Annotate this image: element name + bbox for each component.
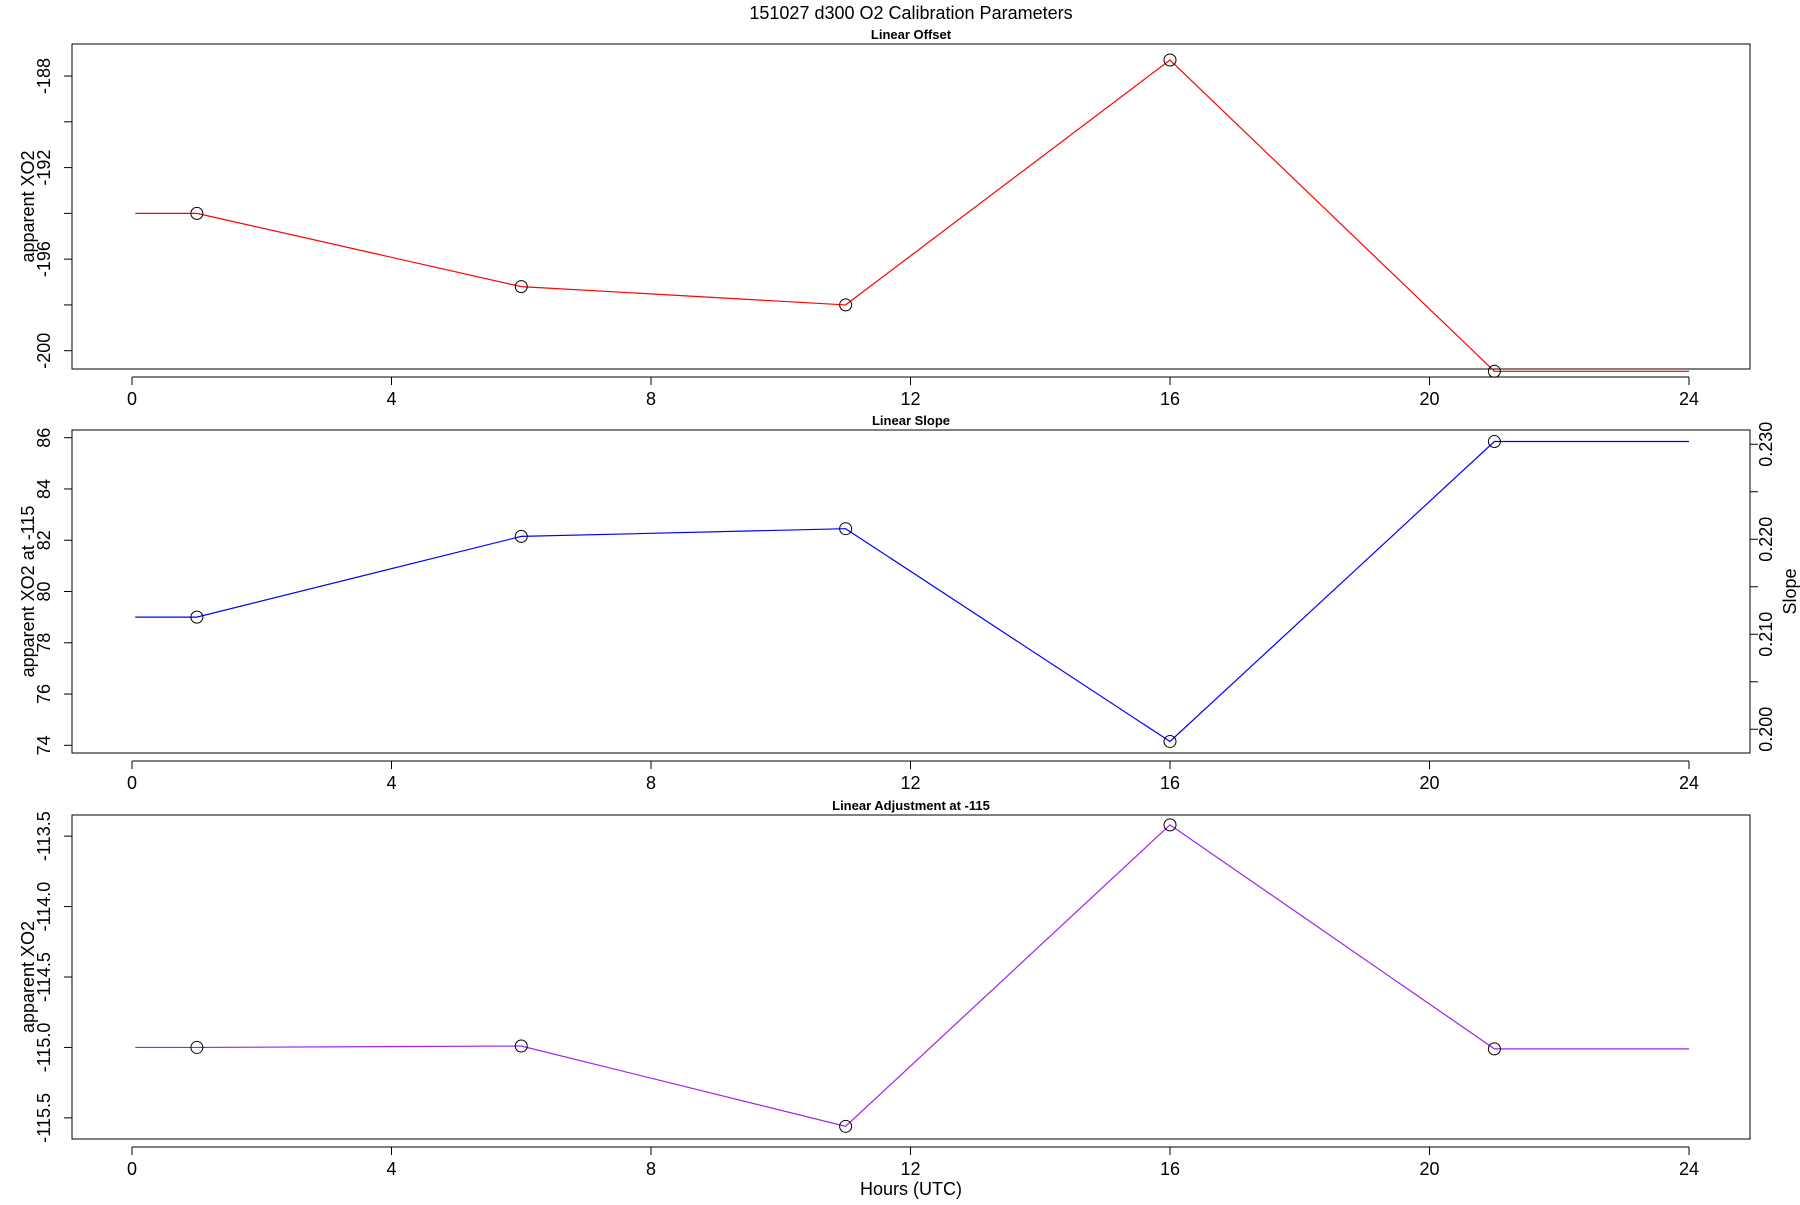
- y-right-axis-title: Slope: [1780, 568, 1800, 614]
- x-tick-label: 0: [127, 389, 137, 409]
- y-tick-label: 74: [34, 735, 54, 755]
- y-tick-label: -188: [34, 58, 54, 94]
- y-tick-label: -115.5: [34, 1093, 54, 1143]
- x-tick-label: 0: [127, 1159, 137, 1179]
- y-tick-label: 82: [34, 530, 54, 550]
- x-tick-label: 12: [900, 1159, 920, 1179]
- y-tick-label: -192: [34, 150, 54, 186]
- plot-frame: [71, 429, 1751, 754]
- data-point: [1163, 734, 1177, 748]
- data-point: [514, 529, 528, 543]
- x-tick-label: 20: [1419, 773, 1439, 793]
- series-line: [135, 824, 1689, 1127]
- y-right-tick-label: 0.200: [1756, 707, 1776, 752]
- y-tick-label: -114.0: [34, 882, 54, 932]
- x-axis-title: Hours (UTC): [860, 1179, 962, 1199]
- plot-frame: [71, 43, 1751, 370]
- x-tick-label: 16: [1160, 1159, 1180, 1179]
- y-tick-label: -200: [34, 333, 54, 369]
- panel-title: Linear Adjustment at -115: [832, 798, 990, 813]
- y-tick-label: 76: [34, 684, 54, 704]
- y-tick-label: 86: [34, 428, 54, 448]
- y-axis-title: apparent XO2 at -115: [18, 506, 38, 678]
- x-tick-label: 8: [646, 389, 656, 409]
- figure-title: 151027 d300 O2 Calibration Parameters: [749, 3, 1072, 23]
- x-tick-label: 20: [1419, 1159, 1439, 1179]
- x-tick-label: 12: [900, 773, 920, 793]
- data-point: [514, 1039, 528, 1053]
- x-tick-label: 16: [1160, 773, 1180, 793]
- data-point: [839, 298, 853, 312]
- y-tick-label: -114.5: [34, 952, 54, 1002]
- series-line: [135, 440, 1689, 743]
- chart-panel-3: Linear Adjustment at -115 0 4 8 12 16 20 24 -113…: [18, 798, 1751, 1199]
- data-point: [514, 280, 528, 294]
- data-point: [1487, 435, 1501, 449]
- y-right-tick-label: 0.220: [1756, 517, 1776, 562]
- chart-panel-1: Linear Offset 0 4 8 12 16 20 24 -188 -192 -196 -200…: [18, 27, 1751, 409]
- y-axis-title: apparent XO2: [18, 921, 38, 1033]
- x-tick-label: 4: [386, 389, 396, 409]
- data-point: [1163, 818, 1177, 832]
- x-tick-label: 16: [1160, 389, 1180, 409]
- x-tick-label: 0: [127, 773, 137, 793]
- x-tick-label: 24: [1679, 389, 1699, 409]
- x-tick-label: 20: [1419, 389, 1439, 409]
- y-tick-label: -113.5: [34, 811, 54, 861]
- data-point: [839, 522, 853, 536]
- series-line: [135, 59, 1689, 372]
- y-tick-label: 84: [34, 479, 54, 499]
- x-tick-label: 8: [646, 773, 656, 793]
- data-point: [1487, 364, 1501, 378]
- chart-panel-2: Linear Slope 0 4 8 12 16 20 24 74 76 78 80 82 84 86 app…: [18, 413, 1800, 793]
- y-axis-title: apparent XO2: [18, 150, 38, 262]
- y-tick-label: 80: [34, 581, 54, 601]
- data-point: [190, 206, 204, 220]
- panel-title: Linear Slope: [872, 413, 950, 428]
- x-tick-label: 4: [386, 1159, 396, 1179]
- y-tick-label: -115.0: [34, 1023, 54, 1073]
- x-tick-label: 4: [386, 773, 396, 793]
- x-tick-label: 24: [1679, 1159, 1699, 1179]
- data-point: [190, 610, 204, 624]
- x-tick-label: 8: [646, 1159, 656, 1179]
- y-right-tick-label: 0.230: [1756, 422, 1776, 467]
- y-tick-label: -196: [34, 241, 54, 277]
- data-point: [839, 1119, 853, 1133]
- plot-frame: [71, 814, 1751, 1140]
- data-point: [190, 1040, 204, 1054]
- panel-title: Linear Offset: [871, 27, 952, 42]
- data-point: [1163, 53, 1177, 67]
- y-right-tick-label: 0.210: [1756, 612, 1776, 657]
- y-tick-label: 78: [34, 633, 54, 653]
- x-tick-label: 12: [900, 389, 920, 409]
- x-tick-label: 24: [1679, 773, 1699, 793]
- data-point: [1487, 1042, 1501, 1056]
